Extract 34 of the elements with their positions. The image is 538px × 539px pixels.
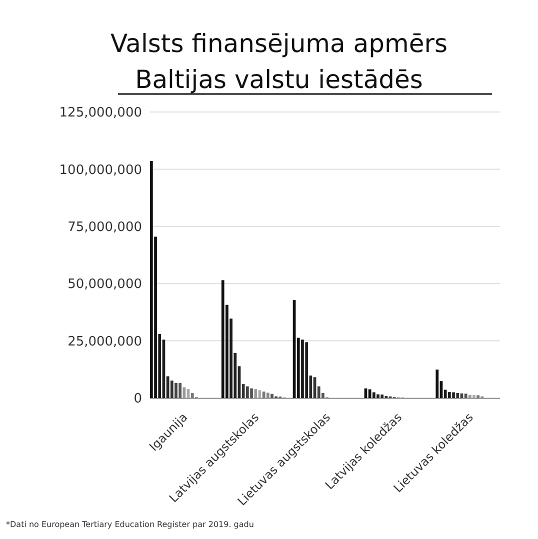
bar	[456, 392, 460, 398]
bar	[464, 394, 468, 398]
bar	[372, 392, 376, 398]
bar	[301, 340, 304, 398]
bar	[317, 386, 320, 398]
bar	[448, 392, 451, 398]
bar	[322, 392, 324, 398]
y-tick-label: 50,000,000	[68, 277, 142, 292]
y-tick-label: 125,000,000	[59, 106, 142, 121]
bar	[266, 392, 270, 398]
bar	[178, 382, 182, 398]
bar	[190, 392, 194, 398]
bar	[170, 380, 174, 398]
y-tick-label: 0	[134, 392, 142, 407]
bar	[305, 342, 308, 398]
bar	[242, 384, 245, 398]
bar	[376, 394, 380, 398]
bar	[250, 388, 253, 398]
bar	[246, 386, 249, 398]
bar	[380, 394, 384, 398]
y-tick-label: 25,000,000	[68, 334, 142, 350]
bar	[221, 280, 224, 398]
bar	[476, 395, 480, 398]
bar	[150, 160, 153, 398]
text: *Dati no European Tertiary Education Register par 2019. gadu	[6, 520, 254, 529]
bar	[436, 370, 439, 398]
bar	[472, 395, 476, 398]
chart-title: Valsts finansējuma apmērs Baltijas valstu iestādēs	[110, 29, 448, 94]
bar	[258, 390, 262, 398]
y-tick-label: 100,000,000	[59, 162, 142, 178]
y-tick-label: 75,000,000	[68, 220, 142, 235]
bar	[270, 394, 274, 398]
bar	[174, 382, 178, 398]
bar	[452, 392, 455, 398]
